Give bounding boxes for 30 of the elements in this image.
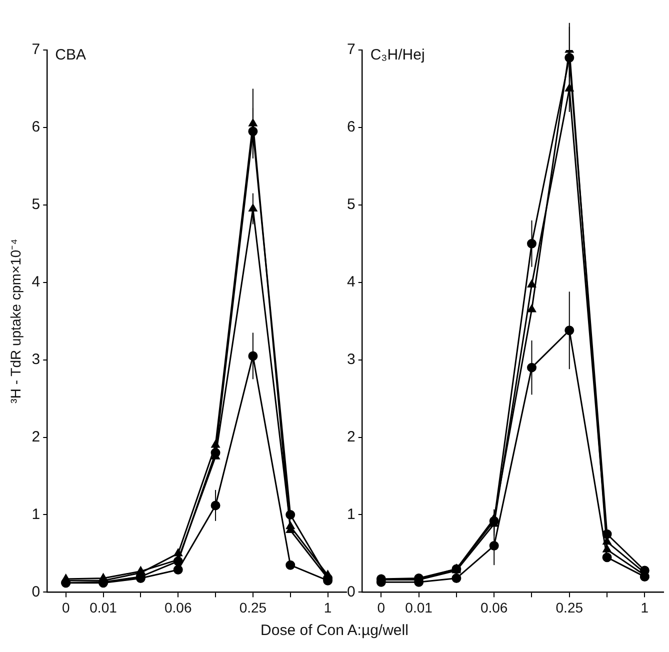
y-axis-title: ³H - TdR uptake cpm×10⁻⁴: [7, 238, 24, 404]
y-tick-label: 1: [347, 506, 356, 523]
y-tick-label: 4: [32, 274, 40, 291]
y-tick-label: 0: [32, 583, 40, 600]
chart-title: CBA: [55, 46, 86, 64]
y-tick-label: 2: [32, 428, 40, 446]
x-tick-label: 0.06: [480, 599, 508, 616]
x-tick-label: 0: [62, 599, 70, 616]
y-tick-label: 6: [32, 118, 40, 136]
x-tick-label: 0: [377, 599, 386, 616]
y-tick-label: 3: [32, 350, 40, 368]
y-tick-label: 6: [347, 118, 356, 136]
y-tick-label: 4: [347, 274, 356, 291]
x-tick-label: 0.06: [164, 599, 192, 616]
x-tick-label: 1: [640, 599, 649, 616]
chart-title: C₃H/Hej: [370, 46, 425, 64]
x-tick-label: 0.01: [405, 599, 433, 616]
y-tick-label: 1: [32, 506, 40, 523]
y-tick-label: 7: [32, 41, 40, 58]
x-tick-label: 0.01: [90, 599, 118, 616]
y-tick-label: 5: [32, 196, 40, 214]
y-tick-label: 3: [347, 350, 356, 368]
y-tick-label: 7: [347, 41, 356, 58]
y-tick-label: 0: [347, 583, 356, 600]
x-axis-title: Dose of Con A:µg/well: [260, 622, 410, 639]
y-tick-label: 5: [347, 196, 356, 214]
y-tick-label: 2: [347, 428, 356, 446]
x-tick-label: 0.25: [239, 599, 267, 616]
x-tick-label: 0.25: [556, 599, 584, 616]
x-tick-label: 1: [324, 599, 332, 616]
